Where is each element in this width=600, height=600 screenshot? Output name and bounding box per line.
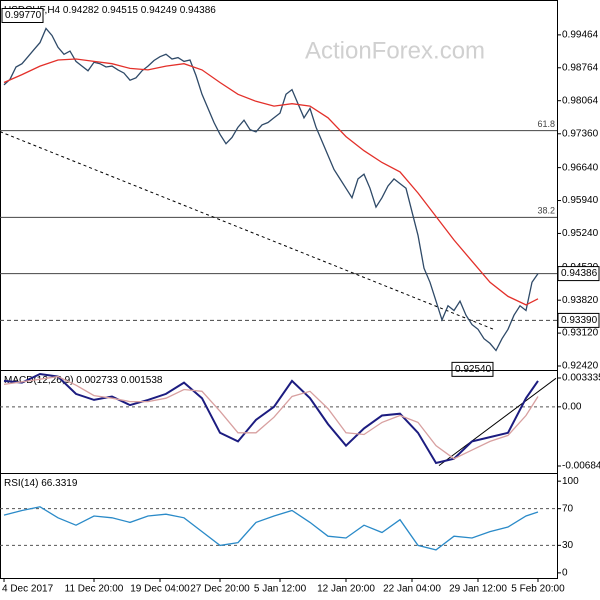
series-line: [3, 375, 539, 460]
y-tick-label: 0.99464: [562, 30, 599, 41]
trendline: [0, 131, 494, 330]
trendline: [438, 377, 557, 467]
header-value: 0.94249: [141, 5, 178, 16]
y-tick-label: 0.98064: [562, 95, 599, 106]
panel-header: MACD(12,26,9) 0.002733 0.001538: [4, 375, 163, 386]
x-tick-label: 5 Jan 12:00: [254, 584, 307, 595]
y-tick-label: 0.98764: [562, 62, 599, 73]
x-tick-label: 4 Dec 2017: [2, 584, 54, 595]
y-tick-label: 0.00: [562, 401, 582, 412]
panel-header: RSI(14) 66.3319: [4, 478, 78, 489]
marker-box: [451, 361, 494, 377]
y-tick-label: 0.93120: [562, 328, 599, 339]
y-tick-label: 0.003335: [562, 373, 600, 384]
x-tick-label: 22 Jan 04:00: [383, 584, 441, 595]
y-tick-label: 100: [562, 476, 579, 487]
y-tick-label: 30: [562, 540, 574, 551]
x-tick-label: 11 Dec 20:00: [65, 584, 124, 595]
header-value: 0.002733: [76, 375, 118, 386]
y-tick-label: 0: [562, 568, 568, 579]
header-value: 0.001538: [121, 375, 163, 386]
x-tick-label: 12 Jan 20:00: [317, 584, 375, 595]
y-tick-label: 0.95940: [562, 195, 599, 206]
x-tick-label: 5 Feb 20:00: [511, 584, 565, 595]
y-tick-label: 0.95240: [562, 228, 599, 239]
panel-frame: [0, 370, 558, 474]
price-level-label: 0.94386: [561, 268, 598, 279]
price-level-box: [557, 266, 600, 282]
series-line: [3, 506, 539, 551]
series-line: [3, 27, 539, 352]
price-level-label: 0.93390: [561, 315, 598, 326]
header-value: 66.3319: [41, 478, 78, 489]
y-tick-label: 70: [562, 503, 574, 514]
marker-label: 0.92540: [455, 364, 492, 375]
header-value: 0.94282: [63, 5, 100, 16]
fib-label: 38.2: [537, 206, 555, 216]
panel-title: RSI(14): [4, 478, 38, 489]
price-level-box: [557, 312, 600, 328]
fib-label: 61.8: [537, 119, 555, 129]
watermark: ActionForex.com: [305, 37, 485, 64]
y-tick-label: 0.93820: [562, 295, 599, 306]
x-tick-label: 27 Dec 20:00: [190, 584, 250, 595]
y-tick-label: 0.97360: [562, 128, 599, 139]
y-tick-label: -0.006843: [562, 461, 600, 472]
y-tick-label: 0.96640: [562, 162, 599, 173]
panel-frame: [0, 473, 558, 579]
header-value: 0.94386: [180, 5, 217, 16]
marker-box: [1, 7, 44, 23]
series-line: [3, 58, 539, 306]
x-tick-label: 29 Jan 12:00: [449, 584, 507, 595]
marker-label: 0.99770: [5, 10, 42, 21]
header-value: 0.94515: [102, 5, 139, 16]
x-tick-label: 19 Dec 04:00: [130, 584, 190, 595]
series-line: [3, 372, 539, 465]
panel-title: MACD(12,26,9): [4, 375, 73, 386]
y-tick-label: 0.92420: [562, 361, 599, 372]
